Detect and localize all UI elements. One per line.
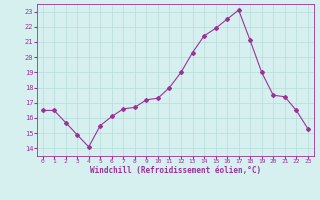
X-axis label: Windchill (Refroidissement éolien,°C): Windchill (Refroidissement éolien,°C) — [90, 166, 261, 175]
